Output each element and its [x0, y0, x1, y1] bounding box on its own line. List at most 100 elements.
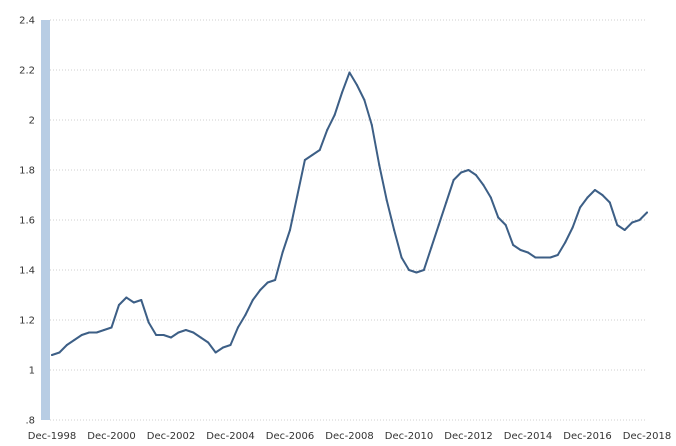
x-tick-label: Dec-2006 [266, 431, 314, 442]
data-point [460, 172, 462, 174]
series-line [52, 73, 647, 356]
data-point [475, 174, 477, 176]
data-point [155, 334, 157, 336]
data-point [66, 344, 68, 346]
data-point [125, 297, 127, 299]
data-point [609, 202, 611, 204]
data-point [274, 279, 276, 281]
data-point [378, 164, 380, 166]
data-point [73, 339, 75, 341]
x-axis-ticks: Dec-1998 Dec-2000 Dec-2002 Dec-2004 Dec-2006… [28, 431, 671, 442]
data-point [564, 242, 566, 244]
data-point [341, 92, 343, 94]
y-tick-label: 2.2 [19, 66, 35, 77]
data-point [356, 84, 358, 86]
data-point [527, 252, 529, 254]
data-point [542, 257, 544, 259]
data-points [51, 72, 648, 357]
data-point [237, 327, 239, 329]
x-tick-label: Dec-2008 [325, 431, 373, 442]
data-point [304, 159, 306, 161]
data-point [267, 282, 269, 284]
data-point [170, 337, 172, 339]
data-point [512, 244, 514, 246]
data-point [244, 314, 246, 316]
data-point [423, 269, 425, 271]
data-point [103, 329, 105, 331]
data-point [259, 289, 261, 291]
data-point [549, 257, 551, 259]
data-point [349, 72, 351, 74]
data-point [430, 247, 432, 249]
x-tick-label: Dec-1998 [28, 431, 76, 442]
data-point [334, 114, 336, 116]
x-tick-label: Dec-2018 [623, 431, 671, 442]
data-point [572, 227, 574, 229]
data-point [445, 202, 447, 204]
x-tick-label: Dec-2002 [147, 431, 195, 442]
data-point [163, 334, 165, 336]
data-point [200, 337, 202, 339]
data-point [111, 327, 113, 329]
x-tick-label: Dec-2010 [385, 431, 433, 442]
data-point [616, 224, 618, 226]
data-point [215, 352, 217, 354]
data-point [438, 224, 440, 226]
data-point [482, 184, 484, 186]
y-tick-label: 2 [29, 116, 35, 127]
y-tick-label: 1.2 [19, 316, 35, 327]
data-point [631, 222, 633, 224]
y-tick-label: 2.4 [19, 16, 35, 27]
y-tick-label: 1.4 [19, 266, 35, 277]
data-point [415, 272, 417, 274]
data-point [601, 194, 603, 196]
y-axis-ticks: .8 1 1.2 1.4 1.6 1.8 2 2.2 2.4 [19, 16, 35, 427]
data-point [140, 299, 142, 301]
y-tick-label: 1 [29, 366, 35, 377]
data-point [490, 197, 492, 199]
data-point [408, 269, 410, 271]
data-point [587, 197, 589, 199]
x-tick-label: Dec-2004 [206, 431, 254, 442]
y-tick-label: 1.8 [19, 166, 35, 177]
data-point [363, 99, 365, 101]
data-point [401, 257, 403, 259]
x-tick-label: Dec-2012 [444, 431, 492, 442]
data-point [497, 217, 499, 219]
data-point [177, 332, 179, 334]
data-point [386, 199, 388, 201]
data-point [81, 334, 83, 336]
data-point [230, 344, 232, 346]
data-point [282, 252, 284, 254]
data-point [252, 299, 254, 301]
data-point [319, 149, 321, 151]
data-point [646, 212, 648, 214]
data-point [296, 194, 298, 196]
data-point [58, 352, 60, 354]
data-point [311, 154, 313, 156]
data-point [207, 342, 209, 344]
data-point [579, 207, 581, 209]
data-point [88, 332, 90, 334]
data-point [96, 332, 98, 334]
x-tick-label: Dec-2000 [87, 431, 135, 442]
data-point [534, 257, 536, 259]
data-point [326, 129, 328, 131]
data-point [118, 304, 120, 306]
data-point [289, 229, 291, 231]
data-point [51, 354, 53, 356]
data-point [468, 169, 470, 171]
data-point [520, 249, 522, 251]
y-tick-label: .8 [25, 416, 35, 427]
x-tick-label: Dec-2014 [504, 431, 552, 442]
grid-layer [50, 20, 647, 420]
data-point [639, 219, 641, 221]
data-point [185, 329, 187, 331]
data-point [594, 189, 596, 191]
data-point [192, 332, 194, 334]
data-point [505, 224, 507, 226]
data-point [557, 254, 559, 256]
data-point [133, 302, 135, 304]
